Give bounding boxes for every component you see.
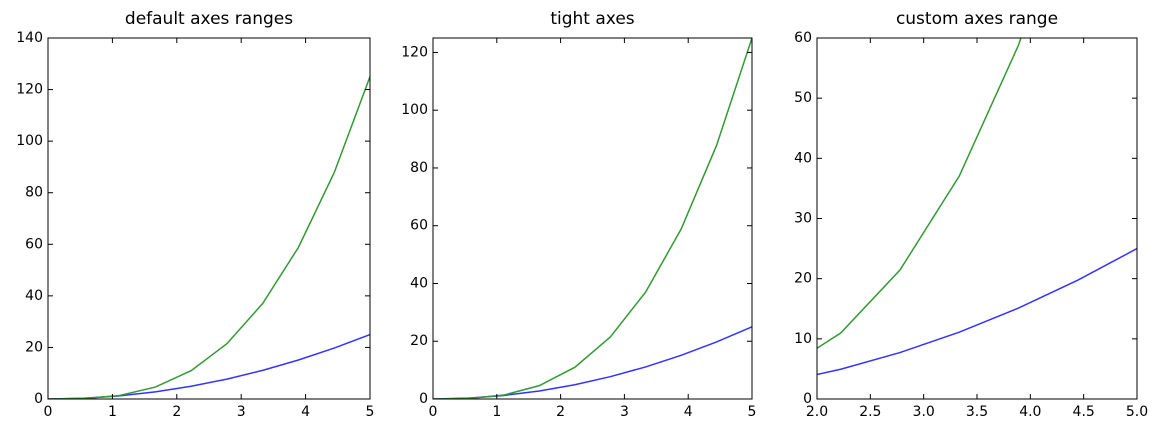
chart-title: tight axes — [550, 9, 634, 29]
y-tick-label: 20 — [410, 333, 428, 349]
x-tick-label: 3 — [237, 404, 246, 420]
y-tick-label: 30 — [794, 211, 812, 227]
data-line — [48, 333, 370, 399]
y-tick-label: 60 — [25, 236, 43, 252]
x-tick-label: 0 — [44, 404, 53, 420]
x-tick-label: 4.0 — [1019, 404, 1041, 420]
chart-title: default axes ranges — [125, 9, 293, 29]
y-tick-label: 60 — [410, 218, 428, 234]
y-tick-label: 120 — [16, 82, 43, 98]
x-tick-label: 2.0 — [806, 404, 828, 420]
data-line — [817, 247, 1137, 376]
x-tick-label: 5.0 — [1126, 404, 1148, 420]
y-tick-label: 120 — [401, 44, 428, 60]
y-tick-label: 20 — [25, 339, 43, 355]
axes-frame — [816, 37, 1138, 400]
x-tick-label: 3 — [620, 404, 629, 420]
y-tick-label: 100 — [16, 133, 43, 149]
data-line — [817, 38, 1022, 350]
y-tick-label: 0 — [419, 391, 428, 407]
y-tick-label: 20 — [794, 271, 812, 287]
x-tick-label: 4.5 — [1073, 404, 1095, 420]
x-tick-label: 4 — [684, 404, 693, 420]
plot-area — [433, 38, 752, 399]
axes-frame — [47, 37, 371, 400]
y-tick-label: 40 — [25, 288, 43, 304]
y-tick-label: 80 — [25, 185, 43, 201]
y-tick-label: 80 — [410, 160, 428, 176]
x-tick-label: 5 — [748, 404, 757, 420]
x-tick-label: 1 — [108, 404, 117, 420]
x-tick-label: 2 — [556, 404, 565, 420]
chart-title: custom axes range — [896, 9, 1058, 29]
x-tick-label: 3.0 — [913, 404, 935, 420]
x-tick-label: 3.5 — [966, 404, 988, 420]
y-tick-label: 100 — [401, 102, 428, 118]
data-line — [433, 326, 752, 399]
x-tick-label: 0 — [429, 404, 438, 420]
plot-area — [48, 76, 370, 399]
x-tick-label: 2 — [172, 404, 181, 420]
x-tick-label: 2.5 — [859, 404, 881, 420]
data-line — [48, 76, 370, 399]
x-tick-label: 5 — [366, 404, 375, 420]
x-tick-label: 1 — [492, 404, 501, 420]
y-tick-label: 60 — [794, 30, 812, 46]
y-tick-label: 50 — [794, 90, 812, 106]
y-tick-label: 0 — [803, 391, 812, 407]
y-tick-label: 140 — [16, 30, 43, 46]
y-tick-label: 0 — [34, 391, 43, 407]
y-tick-label: 10 — [794, 331, 812, 347]
axes-frame — [432, 37, 753, 400]
x-tick-label: 4 — [301, 404, 310, 420]
data-line — [433, 38, 752, 399]
plot-area — [817, 38, 1137, 376]
y-tick-label: 40 — [410, 275, 428, 291]
y-tick-label: 40 — [794, 150, 812, 166]
